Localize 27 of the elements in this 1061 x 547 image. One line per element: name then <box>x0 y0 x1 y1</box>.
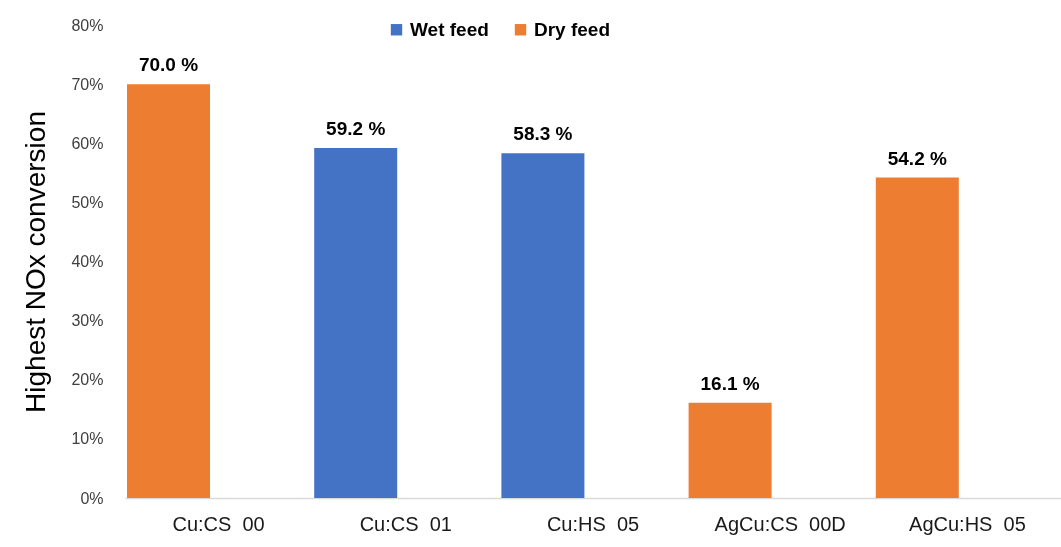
y-tick-label: 10% <box>71 430 104 448</box>
x-tick-label: Cu:CS 00 <box>172 512 265 535</box>
x-tick-label: AgCu:HS 05 <box>909 512 1026 535</box>
bar <box>688 402 772 498</box>
x-tick-label: AgCu:CS 00D <box>714 512 846 535</box>
data-label: 59.2 % <box>326 117 386 139</box>
legend-label: Dry feed <box>534 18 611 40</box>
data-label: 58.3 % <box>513 123 573 145</box>
y-tick-label: 0% <box>80 489 104 507</box>
y-tick-label: 40% <box>71 253 104 270</box>
y-tick-label: 50% <box>71 193 104 211</box>
data-label: 16.1 % <box>700 372 760 394</box>
bar <box>127 84 210 498</box>
y-tick-label: 60% <box>71 134 104 152</box>
y-axis-title: Highest NOx conversion <box>20 111 52 413</box>
bar <box>501 153 585 498</box>
data-label: 70.0 % <box>138 54 199 76</box>
legend-label: Wet feed <box>410 18 489 40</box>
x-tick-label: Cu:HS 05 <box>546 512 640 535</box>
y-tick-label: 80% <box>71 16 104 34</box>
bar <box>875 177 959 498</box>
x-tick-label: Cu:CS 01 <box>359 512 452 535</box>
bar <box>314 147 398 498</box>
y-tick-label: 20% <box>71 371 104 389</box>
y-tick-label: 70% <box>71 75 104 93</box>
data-label: 54.2 % <box>887 147 947 169</box>
y-tick-label: 30% <box>71 312 104 330</box>
